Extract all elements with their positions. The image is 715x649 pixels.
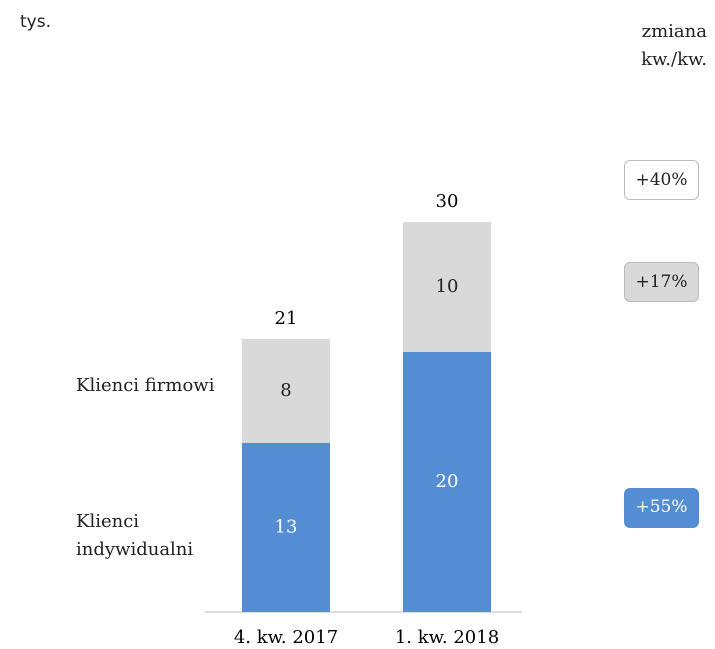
- bar-segment: [242, 443, 330, 612]
- x-tick-label: 1. kw. 2018: [395, 627, 499, 648]
- total-label: 30: [436, 191, 459, 212]
- bar-segment: [403, 222, 491, 352]
- legend-label: Klienci firmowi: [76, 375, 215, 396]
- value-label: 8: [280, 380, 291, 401]
- change-box: +17%: [624, 262, 699, 302]
- bar-segment: [242, 339, 330, 443]
- legend-label: Klienci indywidualni: [76, 511, 194, 560]
- change-box: +55%: [624, 488, 699, 528]
- value-label: 10: [436, 276, 459, 297]
- change-box: +40%: [624, 160, 699, 200]
- total-label: 21: [275, 308, 298, 329]
- change-title: zmiana kw./kw.: [641, 21, 707, 70]
- value-label: 20: [436, 471, 459, 492]
- x-tick-label: 4. kw. 2017: [234, 627, 338, 648]
- bar-segment: [403, 352, 491, 612]
- unit-label: tys.: [20, 12, 51, 32]
- value-label: 13: [275, 517, 298, 538]
